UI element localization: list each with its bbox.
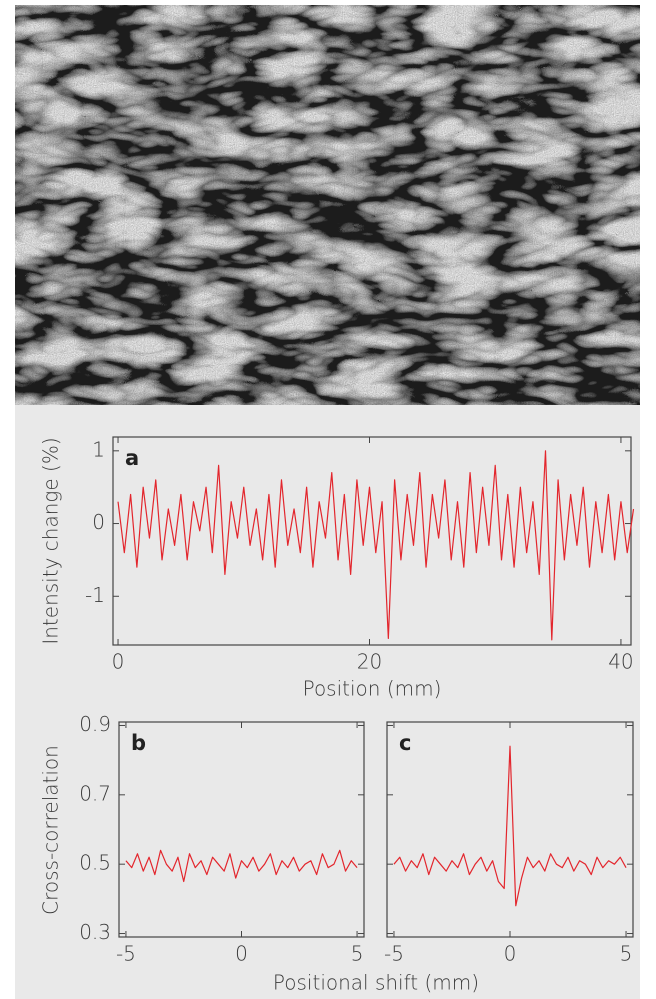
y-tick-label: 0.3: [79, 920, 111, 944]
x-axis-label: Position (mm): [303, 677, 442, 701]
data-line: [117, 450, 635, 641]
x-tick-label: 0: [112, 650, 125, 674]
x-tick-label: -5: [384, 942, 404, 966]
y-tick-label: 0: [92, 510, 105, 534]
x-tick-label: 5: [351, 942, 364, 966]
y-tick-label: 1: [92, 437, 105, 461]
x-tick-label: 40: [608, 650, 633, 674]
x-axis-label: Positional shift (mm): [273, 971, 479, 995]
y-axis-label: Cross-correlation: [39, 745, 63, 915]
x-tick-label: -5: [116, 942, 136, 966]
y-axis-label: Intensity change (%): [39, 437, 63, 644]
y-tick-label: 0.9: [79, 712, 111, 736]
data-line: [125, 849, 358, 883]
y-tick-label: -1: [85, 583, 105, 607]
y-tick-label: 0.7: [79, 781, 111, 805]
x-tick-label: 0: [504, 942, 517, 966]
plot-frame: [112, 436, 632, 646]
panel-label: c: [399, 731, 411, 755]
y-tick-label: 0.5: [79, 851, 111, 875]
x-tick-label: 0: [235, 942, 248, 966]
panel-label: a: [125, 446, 139, 470]
panel-label: b: [131, 731, 146, 755]
photo: [15, 5, 640, 405]
figure-panel-background: [15, 405, 640, 999]
x-tick-label: 5: [620, 942, 633, 966]
x-tick-label: 20: [357, 650, 382, 674]
data-line: [393, 745, 627, 907]
